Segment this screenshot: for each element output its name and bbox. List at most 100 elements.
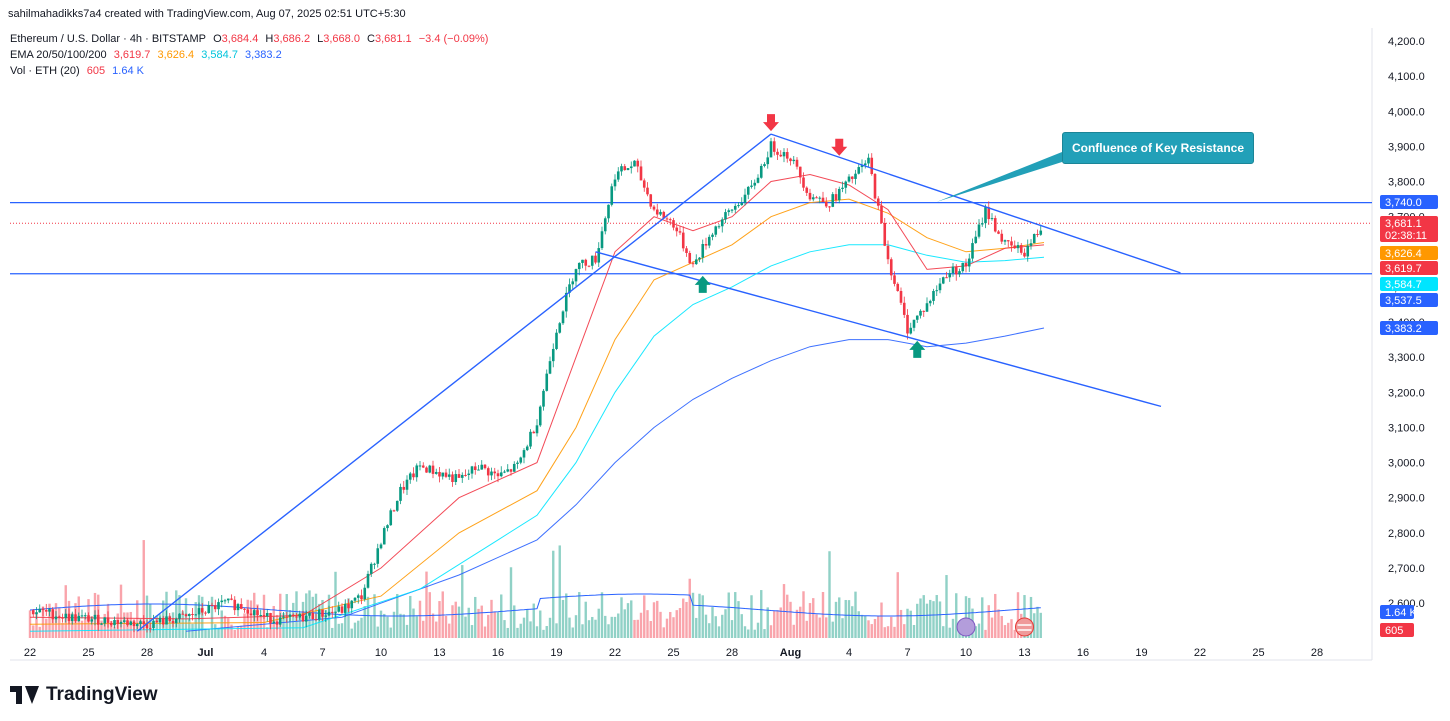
- volume-bar: [779, 607, 782, 638]
- candle-body: [399, 486, 402, 501]
- candle-body: [438, 471, 441, 477]
- candle-body: [548, 361, 552, 374]
- sell-arrow-icon: [831, 138, 848, 156]
- candle-body: [668, 219, 672, 221]
- candle-body: [415, 465, 419, 478]
- candle-body: [977, 224, 981, 237]
- legend-vol-label[interactable]: Vol · ETH (20): [10, 65, 80, 77]
- volume-bar: [636, 619, 639, 638]
- volume-bar: [825, 617, 828, 638]
- volume-bar: [682, 598, 685, 638]
- candle-body: [418, 465, 422, 467]
- callout-pointer: [936, 152, 1062, 202]
- volume-bar: [808, 603, 812, 638]
- volume-bar: [181, 611, 184, 638]
- volume-bar: [675, 610, 678, 638]
- candle-body: [369, 563, 373, 574]
- volume-bar: [594, 619, 597, 638]
- candle-body: [665, 218, 669, 220]
- price-badge-label: 3,584.7: [1385, 279, 1422, 291]
- volume-bar: [945, 575, 948, 638]
- candle-body: [639, 166, 643, 181]
- candle-body: [353, 597, 357, 601]
- volume-bar: [802, 591, 805, 638]
- volume-bar: [698, 593, 701, 638]
- volume-badge-label: 1.64 K: [1385, 607, 1417, 619]
- candle-body: [909, 327, 913, 334]
- volume-bar: [1016, 592, 1020, 638]
- volume-bar: [38, 626, 41, 638]
- sell-arrow-icon: [763, 114, 779, 132]
- volume-bar: [233, 629, 236, 638]
- candle-body: [165, 616, 168, 625]
- volume-bar: [669, 611, 672, 638]
- legend-ema-label[interactable]: EMA 20/50/100/200: [10, 49, 107, 61]
- candle-body: [519, 457, 523, 463]
- volume-bar: [766, 607, 769, 638]
- volume-bar: [600, 592, 604, 638]
- volume-bar: [402, 614, 405, 638]
- volume-bar: [929, 599, 932, 638]
- volume-bar: [496, 612, 500, 638]
- candle-body: [649, 194, 653, 207]
- volume-bar: [571, 627, 574, 638]
- annotation-callout[interactable]: Confluence of Key Resistance: [1062, 132, 1254, 164]
- rising-support-trendline: [136, 133, 772, 632]
- candle-body: [811, 197, 815, 200]
- volume-bar: [519, 623, 522, 638]
- candle-body: [129, 621, 133, 626]
- candle-body: [506, 469, 510, 472]
- volume-bar: [548, 617, 552, 638]
- x-tick-label: 28: [1311, 647, 1323, 659]
- volume-bar: [903, 624, 906, 638]
- volume-bar: [80, 620, 84, 638]
- candle-body: [207, 604, 211, 614]
- volume-bar: [246, 599, 249, 638]
- candle-body: [730, 209, 734, 211]
- volume-bar: [1000, 615, 1003, 638]
- candle-body: [613, 179, 617, 187]
- volume-bar: [604, 615, 607, 638]
- candle-body: [171, 620, 175, 624]
- volume-bar: [457, 606, 461, 638]
- candle-body: [197, 608, 201, 615]
- candle-body: [509, 469, 513, 472]
- volume-bar: [935, 595, 938, 638]
- candle-body: [1003, 240, 1007, 242]
- candle-body: [1029, 243, 1033, 246]
- legend-symbol[interactable]: Ethereum / U.S. Dollar · 4h · BITSTAMP: [10, 33, 207, 45]
- legend-change: −3.4 (−0.09%): [418, 33, 489, 45]
- volume-bar: [893, 626, 896, 638]
- candle-body: [340, 606, 344, 613]
- volume-bar: [649, 621, 652, 638]
- volume-bar: [45, 618, 48, 638]
- volume-bar: [1010, 619, 1013, 638]
- candle-body: [633, 160, 636, 167]
- candle-body: [795, 159, 799, 167]
- candle-body: [70, 614, 74, 622]
- candle-body: [655, 209, 659, 215]
- volume-bar: [175, 590, 178, 638]
- volume-bar: [867, 620, 870, 638]
- candle-body: [119, 621, 123, 624]
- volume-bar: [717, 626, 721, 638]
- candle-body: [44, 610, 48, 612]
- candle-body: [805, 187, 809, 193]
- volume-bar: [467, 607, 470, 638]
- candle-body: [373, 563, 376, 565]
- candle-body: [512, 463, 516, 472]
- volume-ma-line: [29, 593, 1041, 617]
- candle-body: [486, 468, 490, 476]
- volume-bar: [542, 629, 545, 638]
- candle-body: [269, 613, 272, 624]
- volume-bar: [730, 620, 734, 638]
- candle-body: [356, 595, 360, 598]
- candle-body: [90, 619, 94, 622]
- volume-bar: [737, 601, 740, 638]
- candle-body: [906, 314, 909, 334]
- ema100-line: [29, 244, 1045, 632]
- candle-body: [220, 600, 224, 603]
- volume-bar: [464, 616, 467, 638]
- candle-body: [503, 471, 506, 473]
